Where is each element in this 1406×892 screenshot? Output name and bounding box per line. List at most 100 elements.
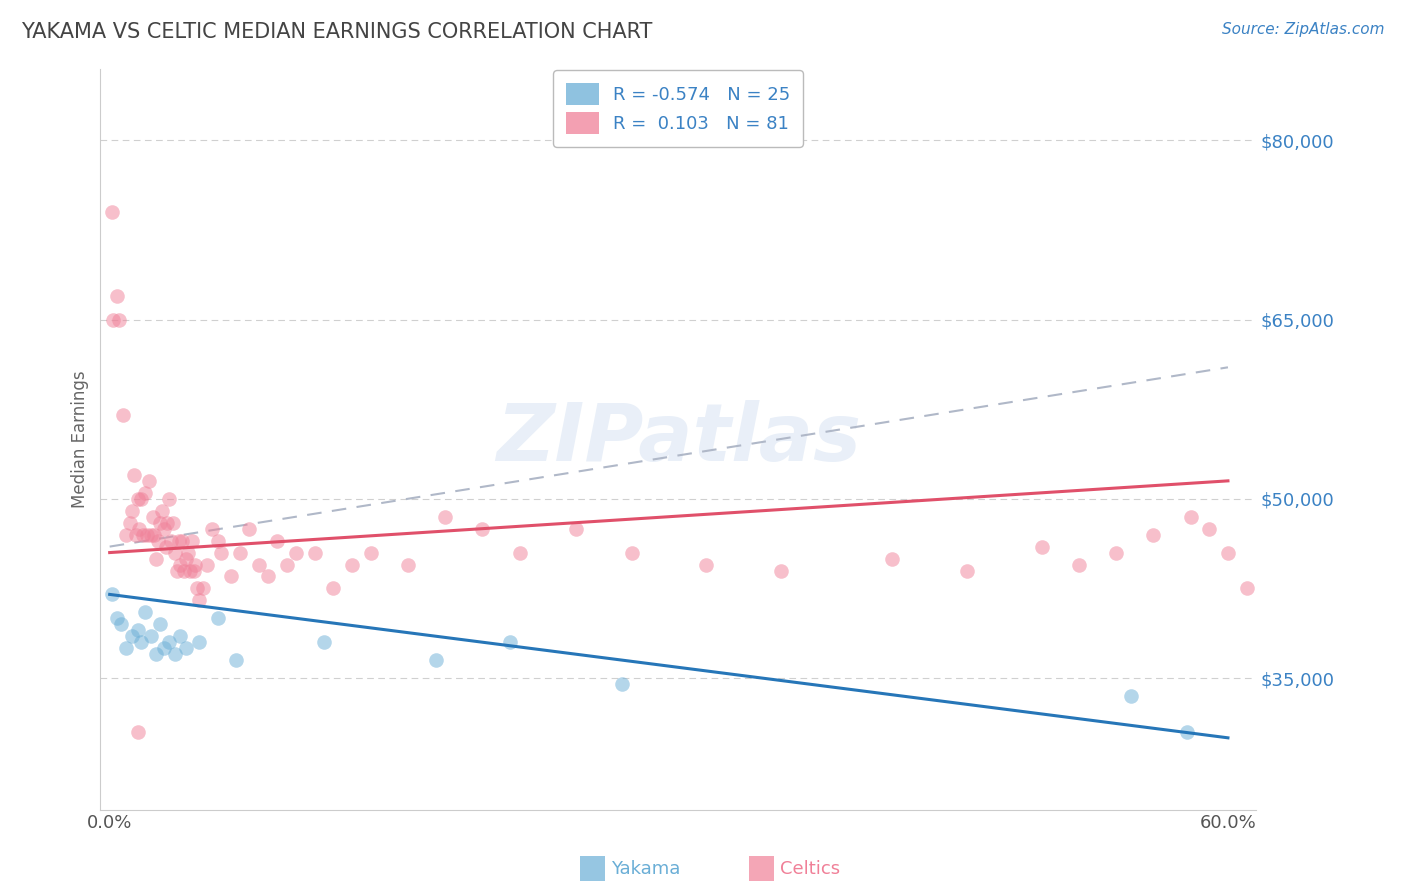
Point xyxy=(108,312,131,326)
Point xyxy=(131,635,153,649)
Point xyxy=(141,509,163,524)
Point xyxy=(134,485,156,500)
Point xyxy=(304,545,326,559)
Point xyxy=(195,558,218,572)
Point xyxy=(111,408,134,422)
Text: Source: ZipAtlas.com: Source: ZipAtlas.com xyxy=(1222,22,1385,37)
Point xyxy=(340,558,363,572)
Point xyxy=(434,509,457,524)
Point xyxy=(180,533,202,548)
Point xyxy=(174,641,197,656)
Point xyxy=(121,629,143,643)
Point xyxy=(155,540,177,554)
Point xyxy=(127,491,149,506)
Point xyxy=(229,545,252,559)
Point xyxy=(115,641,138,656)
Point xyxy=(125,527,148,541)
Point xyxy=(173,564,195,578)
Point xyxy=(1067,558,1090,572)
Point xyxy=(115,527,138,541)
Point xyxy=(160,533,183,548)
Point xyxy=(509,545,531,559)
Point xyxy=(156,516,179,530)
Point xyxy=(1119,689,1142,703)
Point xyxy=(149,516,172,530)
Point xyxy=(211,545,233,559)
Point xyxy=(612,677,634,691)
Point xyxy=(1216,545,1239,559)
Text: YAKAMA VS CELTIC MEDIAN EARNINGS CORRELATION CHART: YAKAMA VS CELTIC MEDIAN EARNINGS CORRELA… xyxy=(21,22,652,42)
Point xyxy=(127,624,149,638)
Text: ZIPatlas: ZIPatlas xyxy=(496,400,860,478)
Point xyxy=(1236,582,1258,596)
Point xyxy=(184,558,207,572)
Point xyxy=(162,516,184,530)
Point xyxy=(425,653,447,667)
Point xyxy=(105,611,128,625)
Point xyxy=(769,564,792,578)
Point xyxy=(1031,540,1053,554)
Point xyxy=(103,312,125,326)
Point xyxy=(157,635,180,649)
Text: Yakama: Yakama xyxy=(612,860,681,878)
Point xyxy=(471,522,494,536)
Point xyxy=(219,569,242,583)
Point xyxy=(360,545,382,559)
Point xyxy=(157,491,180,506)
Point xyxy=(499,635,522,649)
Point xyxy=(149,617,172,632)
Point xyxy=(956,564,979,578)
Point xyxy=(276,558,298,572)
Point xyxy=(145,647,167,661)
Point xyxy=(191,582,214,596)
Point xyxy=(564,522,586,536)
Point xyxy=(207,533,229,548)
Point xyxy=(188,635,211,649)
Point xyxy=(188,593,211,607)
Point xyxy=(1105,545,1128,559)
Point xyxy=(120,516,142,530)
Point xyxy=(139,629,162,643)
Point xyxy=(145,551,167,566)
Point xyxy=(177,545,200,559)
Point xyxy=(207,611,229,625)
Point xyxy=(620,545,643,559)
Point xyxy=(163,545,186,559)
Point xyxy=(127,724,149,739)
Point xyxy=(128,522,150,536)
Point xyxy=(174,551,197,566)
Point xyxy=(396,558,419,572)
Point xyxy=(132,527,155,541)
Point xyxy=(163,647,186,661)
Point xyxy=(167,533,190,548)
Point xyxy=(152,522,174,536)
Point xyxy=(1142,527,1164,541)
Point xyxy=(110,617,132,632)
Point xyxy=(152,641,174,656)
Point xyxy=(322,582,344,596)
Point xyxy=(312,635,335,649)
Point xyxy=(266,533,288,548)
Point xyxy=(143,527,166,541)
Point xyxy=(882,551,904,566)
Point xyxy=(169,629,191,643)
Point xyxy=(138,474,160,488)
Point xyxy=(131,491,153,506)
Point xyxy=(121,504,143,518)
Point xyxy=(146,533,169,548)
Point xyxy=(150,504,173,518)
Point xyxy=(201,522,224,536)
Point xyxy=(225,653,247,667)
Point xyxy=(122,467,145,482)
Point xyxy=(1175,724,1198,739)
Text: Celtics: Celtics xyxy=(779,860,839,878)
Point xyxy=(186,582,208,596)
Point xyxy=(1180,509,1202,524)
Point xyxy=(134,605,156,619)
Y-axis label: Median Earnings: Median Earnings xyxy=(72,370,89,508)
Point xyxy=(100,587,122,601)
Point xyxy=(183,564,205,578)
Point xyxy=(695,558,717,572)
Point xyxy=(257,569,280,583)
Legend: R = -0.574   N = 25, R =  0.103   N = 81: R = -0.574 N = 25, R = 0.103 N = 81 xyxy=(554,70,803,146)
